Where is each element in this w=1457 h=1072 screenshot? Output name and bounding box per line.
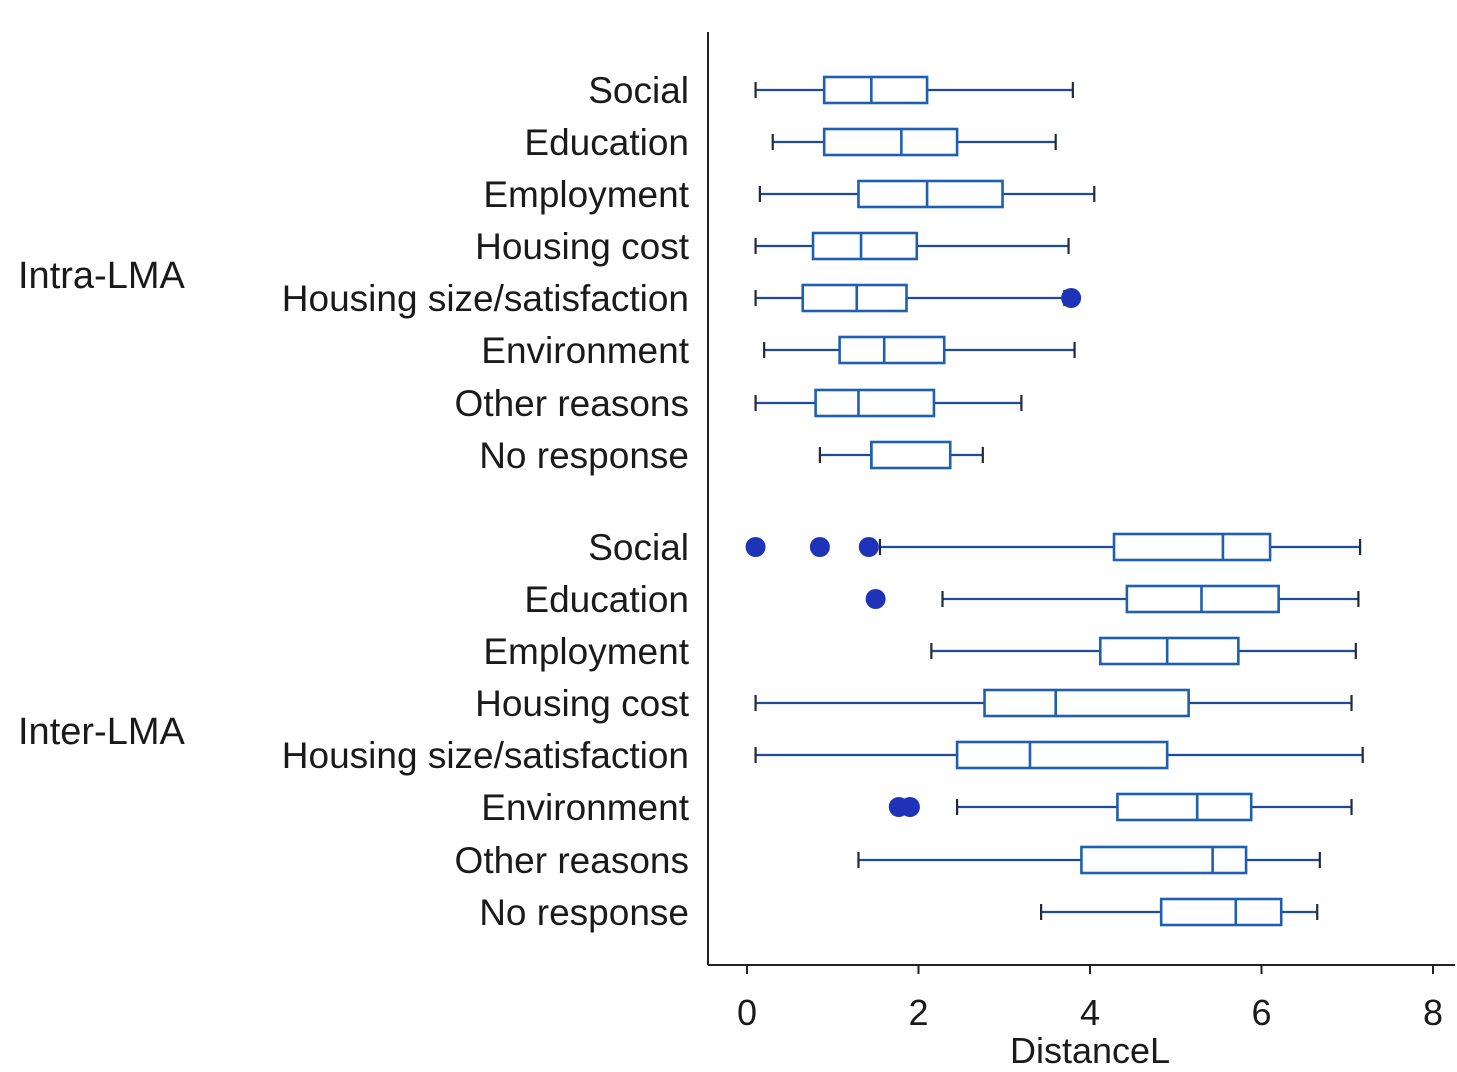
iqr-box [822,127,959,157]
outlier-point [1061,288,1082,308]
box-plot [771,127,1057,157]
iqr-box [955,740,1169,770]
iqr-box [1159,897,1283,927]
iqr-box [814,388,936,418]
box-plot [857,845,1321,875]
category-label: Housing size/satisfaction [282,278,689,319]
boxes-layer [745,75,1364,927]
outlier-point [865,589,886,609]
iqr-box [811,231,919,261]
box-plot [758,179,1096,209]
box-plot [754,688,1353,718]
iqr-box [822,75,929,105]
iqr-box [801,283,908,313]
box-plot [754,75,1074,105]
iqr-box [857,179,1004,209]
x-tick-label: 0 [737,992,757,1033]
category-label: Environment [481,787,689,828]
group-label: Inter-LMA [18,711,185,753]
group-labels: Intra-LMA Inter-LMA [18,255,185,753]
box-plot [865,584,1360,614]
category-label: No response [479,892,689,933]
box-plot [763,335,1076,365]
box-plot [1040,897,1319,927]
category-label: Social [588,70,689,111]
box-plot [930,636,1357,666]
category-label: No response [479,435,689,476]
category-label: Other reasons [455,840,689,881]
x-tick-label: 6 [1251,992,1271,1033]
box-plot [888,792,1353,822]
iqr-box [870,440,952,470]
box-plot [818,440,984,470]
x-tick-label: 8 [1423,992,1443,1033]
category-label: Employment [483,174,689,215]
iqr-box [838,335,946,365]
outlier-point [899,797,920,817]
box-plot [754,388,1023,418]
group-label: Intra-LMA [18,255,185,297]
category-label: Employment [483,631,689,672]
x-tick-label: 4 [1080,992,1100,1033]
x-tick-label: 2 [908,992,928,1033]
category-label: Environment [481,330,689,371]
category-label: Education [524,579,689,620]
box-plot [754,740,1364,770]
category-label: Education [524,122,689,163]
box-plot [754,283,1082,313]
iqr-box [1112,532,1272,562]
category-label: Housing cost [475,683,690,724]
category-labels: Social Education Employment Housing cost Hou… [282,70,690,933]
iqr-box [1098,636,1240,666]
box-plot [745,532,1362,562]
axes: 0 2 4 6 8 DistanceL [707,32,1455,1071]
box-plot [754,231,1070,261]
category-label: Social [588,527,689,568]
iqr-box [1116,792,1253,822]
x-axis-title: DistanceL [1010,1030,1170,1067]
category-label: Housing cost [475,226,690,267]
iqr-box [983,688,1190,718]
category-label: Other reasons [455,383,689,424]
iqr-box [1080,845,1248,875]
outlier-point [809,537,830,557]
outlier-point [858,537,879,557]
category-label: Housing size/satisfaction [282,735,689,776]
outlier-point [745,537,766,557]
